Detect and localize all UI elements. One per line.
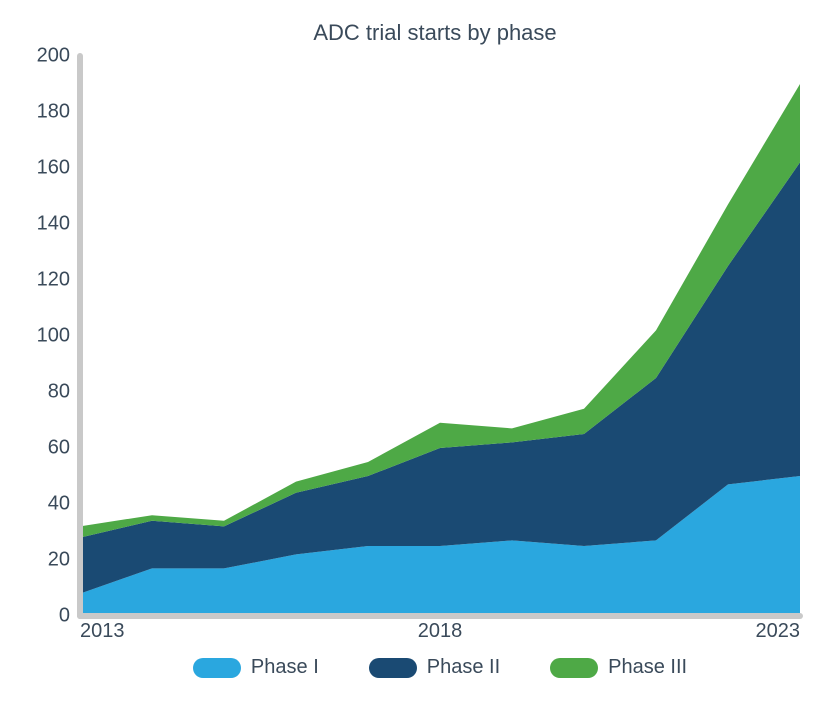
y-tick-180: 180 [25, 101, 70, 124]
legend-swatch-icon [550, 658, 598, 678]
x-axis-labels: 2013 2018 2023 [80, 616, 800, 646]
legend-item-phase-iii: Phase III [550, 656, 687, 679]
y-tick-200: 200 [25, 45, 70, 68]
legend-swatch-icon [369, 658, 417, 678]
chart-title: ADC trial starts by phase [70, 20, 800, 46]
y-tick-120: 120 [25, 269, 70, 292]
chart-container: ADC trial starts by phase 02040608010012… [30, 20, 800, 700]
x-tick-2013: 2013 [80, 620, 125, 643]
legend-item-phase-i: Phase I [193, 656, 319, 679]
legend-swatch-icon [193, 658, 241, 678]
chart-svg [80, 56, 800, 616]
y-tick-40: 40 [25, 493, 70, 516]
y-tick-60: 60 [25, 437, 70, 460]
legend-label: Phase II [427, 656, 500, 679]
legend-label: Phase I [251, 656, 319, 679]
legend-item-phase-ii: Phase II [369, 656, 500, 679]
y-tick-160: 160 [25, 157, 70, 180]
y-axis-labels: 020406080100120140160180200 [30, 56, 75, 616]
plot-area: 020406080100120140160180200 2013 2018 20… [80, 56, 800, 616]
y-tick-0: 0 [25, 605, 70, 628]
y-tick-140: 140 [25, 213, 70, 236]
y-tick-20: 20 [25, 549, 70, 572]
x-tick-2018: 2018 [418, 620, 463, 643]
legend-label: Phase III [608, 656, 687, 679]
y-tick-100: 100 [25, 325, 70, 348]
legend: Phase I Phase II Phase III [80, 656, 800, 679]
x-tick-2023: 2023 [756, 620, 801, 643]
y-tick-80: 80 [25, 381, 70, 404]
